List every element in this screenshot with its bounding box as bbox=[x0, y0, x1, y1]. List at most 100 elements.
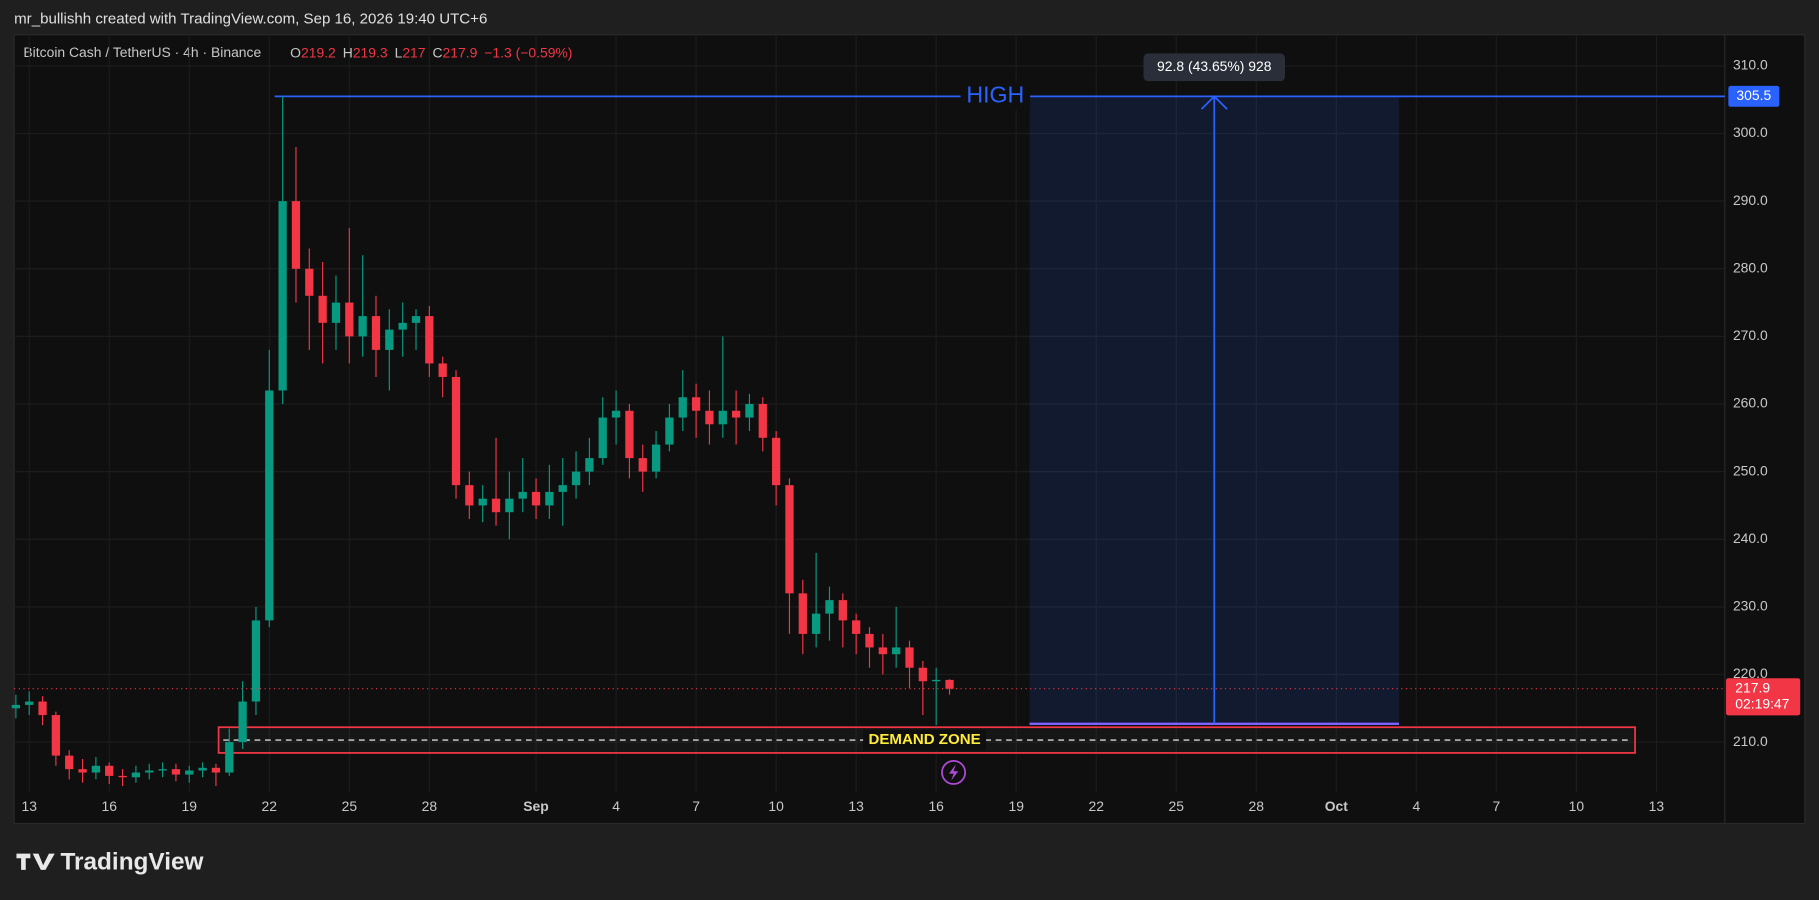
candle-body bbox=[665, 417, 674, 445]
candle-body bbox=[812, 613, 821, 634]
candle-body bbox=[545, 491, 554, 506]
candle-body bbox=[771, 437, 781, 486]
candle-body bbox=[731, 410, 741, 418]
x-tick-label: 16 bbox=[928, 798, 944, 814]
current-price: 217.9 bbox=[1735, 679, 1770, 695]
candle-body bbox=[785, 485, 794, 594]
y-tick-label: 230.0 bbox=[1733, 598, 1768, 614]
x-tick-label: Sep bbox=[523, 798, 549, 814]
y-tick-label: 250.0 bbox=[1733, 462, 1768, 478]
legend-value: 217.9 bbox=[443, 44, 478, 60]
symbol: Bitcoin Cash / TetherUS · 4h · Binance bbox=[23, 44, 261, 60]
candle-body bbox=[638, 458, 647, 472]
legend-key: O bbox=[290, 44, 301, 60]
x-tick-label: 7 bbox=[1492, 798, 1500, 814]
candle-body bbox=[265, 390, 274, 621]
candle-body bbox=[251, 620, 261, 702]
x-tick-label: 22 bbox=[1088, 798, 1104, 814]
x-tick-label: 13 bbox=[1649, 798, 1665, 814]
alert-icon bbox=[941, 759, 967, 785]
high-label-bg bbox=[960, 82, 1031, 111]
y-tick-label: 310.0 bbox=[1733, 57, 1768, 73]
demand-label-bg bbox=[863, 729, 987, 751]
current-price-bg bbox=[1725, 678, 1801, 716]
candle-body bbox=[571, 471, 581, 486]
y-tick-label: 270.0 bbox=[1733, 327, 1768, 343]
candle-body bbox=[238, 701, 247, 743]
x-tick-label: 25 bbox=[1169, 798, 1185, 814]
candle-body bbox=[651, 444, 661, 472]
x-tick-label: 7 bbox=[692, 798, 700, 814]
y-tick-label: 240.0 bbox=[1733, 530, 1768, 546]
alert-circle bbox=[941, 759, 967, 785]
candle-body bbox=[598, 417, 607, 459]
candle-body bbox=[385, 329, 394, 350]
x-tick-label: Oct bbox=[1325, 798, 1349, 814]
candle-body bbox=[171, 769, 181, 775]
candle-body bbox=[211, 767, 221, 773]
candle-body bbox=[78, 769, 87, 773]
header: mr_bullishh created with TradingView.com… bbox=[14, 11, 487, 28]
candle-body bbox=[225, 742, 234, 773]
price-label-bg bbox=[1728, 85, 1780, 107]
countdown: 02:19:47 bbox=[1735, 696, 1789, 712]
candle-body bbox=[558, 485, 567, 492]
x-tick-label: 25 bbox=[342, 798, 358, 814]
legend-value: 219.3 bbox=[353, 44, 388, 60]
candle-body bbox=[345, 302, 354, 337]
candle-body bbox=[798, 593, 807, 634]
y-tick-label: 300.0 bbox=[1733, 124, 1768, 140]
candle-body bbox=[358, 316, 367, 337]
brand: TradingView bbox=[61, 848, 204, 875]
candle-body bbox=[438, 363, 447, 377]
candle-body bbox=[852, 620, 861, 634]
candle-body bbox=[838, 600, 847, 621]
candle-body bbox=[451, 376, 461, 486]
candle-body bbox=[411, 316, 421, 323]
candle-body bbox=[145, 770, 154, 773]
candle-body bbox=[705, 410, 714, 425]
candle-body bbox=[465, 485, 474, 506]
candle-body bbox=[505, 498, 514, 513]
x-tick-label: 22 bbox=[262, 798, 278, 814]
ohlc-legend: O219.2 H219.3 L217 C217.9 −1.3 (−0.59%) bbox=[290, 44, 572, 60]
candle-body bbox=[118, 775, 127, 778]
candle-body bbox=[625, 410, 634, 459]
x-tick-label: 16 bbox=[102, 798, 118, 814]
candle-body bbox=[892, 647, 901, 655]
y-tick-label: 280.0 bbox=[1733, 259, 1768, 275]
candle-body bbox=[51, 715, 61, 756]
candle-body bbox=[318, 295, 327, 323]
candle-body bbox=[932, 679, 941, 682]
candle-body bbox=[25, 701, 34, 705]
x-tick-label: 13 bbox=[848, 798, 864, 814]
legend-key: C bbox=[432, 44, 442, 60]
candle-body bbox=[185, 770, 194, 775]
candle-body bbox=[91, 765, 101, 773]
legend-value: 217 bbox=[402, 44, 425, 60]
candle-body bbox=[825, 600, 834, 614]
candle-body bbox=[478, 498, 487, 506]
price-label: 305.5 bbox=[1736, 87, 1771, 103]
demand-zone bbox=[217, 726, 1636, 754]
x-tick-label: 19 bbox=[182, 798, 198, 814]
candle-body bbox=[11, 704, 21, 709]
measure-label-bg bbox=[1143, 53, 1286, 82]
candle-body bbox=[371, 316, 381, 350]
candle-body bbox=[105, 765, 114, 776]
x-tick-label: 28 bbox=[422, 798, 438, 814]
alert-bolt bbox=[948, 764, 959, 781]
candle-body bbox=[131, 772, 141, 778]
candle-body bbox=[945, 679, 954, 689]
candle-body bbox=[491, 498, 501, 513]
x-tick-label: 10 bbox=[1569, 798, 1585, 814]
y-tick-label: 290.0 bbox=[1733, 192, 1768, 208]
legend-key: L bbox=[395, 44, 403, 60]
y-tick-label: 260.0 bbox=[1733, 395, 1768, 411]
candle-body bbox=[865, 633, 874, 648]
candle-body bbox=[531, 491, 541, 506]
candle-body bbox=[878, 647, 887, 655]
x-tick-label: 4 bbox=[1412, 798, 1420, 814]
